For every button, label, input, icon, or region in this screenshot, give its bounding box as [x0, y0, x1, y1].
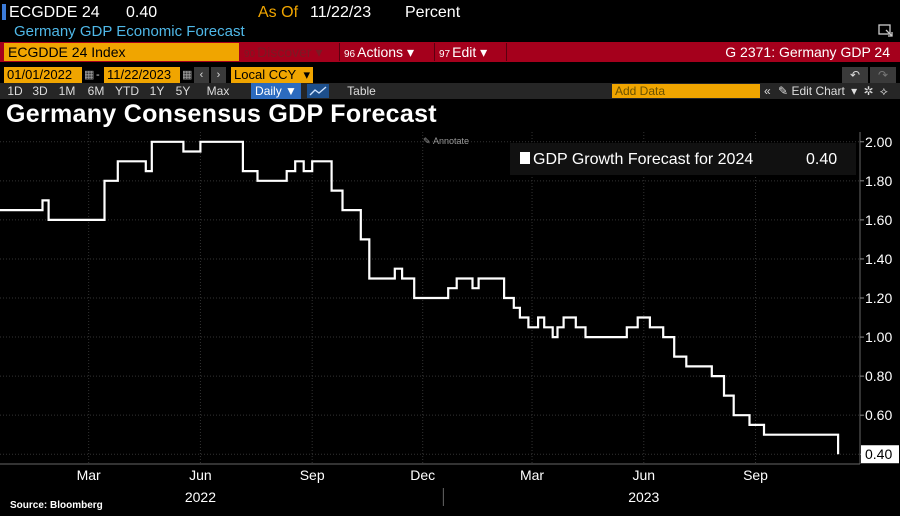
actions-label: Actions [357, 44, 404, 60]
range-3d[interactable]: 3D [32, 84, 48, 98]
x-tick-label: Jun [632, 467, 655, 483]
security-description: Germany GDP Economic Forecast [14, 23, 245, 40]
legend-series-value: 0.40 [806, 151, 837, 168]
x-tick-label: Dec [410, 467, 435, 483]
range-1d[interactable]: 1D [7, 84, 23, 98]
year-labels: 2022 2023 [185, 488, 660, 506]
dropdown-arrow-icon: ▾ [480, 44, 488, 60]
actions-key: 96 [344, 49, 356, 60]
currency-label: Local CCY [234, 67, 297, 82]
y-tick-label: 0.60 [865, 407, 892, 423]
frequency-select[interactable]: Daily ▼ [251, 83, 301, 99]
gear-icon[interactable]: ✲ [863, 84, 874, 98]
expand-icon[interactable] [878, 24, 894, 38]
security-marker [2, 4, 6, 20]
discover-label: Discover [257, 44, 312, 60]
as-of-date: 11/22/23 [310, 4, 372, 21]
discover-key: 90 [244, 49, 256, 60]
last-value-label: 0.40 [865, 446, 892, 462]
y-tick-label: 0.80 [865, 368, 892, 384]
next-arrow-icon[interactable]: › [211, 67, 226, 83]
line-chart: 0.40 0.60 0.80 1.00 1.20 1.40 1.60 1.80 2.00 Mar… [0, 132, 899, 506]
redo-icon[interactable]: ↷ [870, 67, 896, 83]
x-year-label: 2022 [185, 489, 216, 505]
security-field[interactable]: ECGDDE 24 Index [4, 43, 239, 61]
edit-pencil-icon[interactable]: ✎ [778, 84, 789, 98]
prev-arrow-icon[interactable]: ‹ [194, 67, 209, 83]
series-line [0, 140, 840, 455]
legend-swatch [520, 152, 530, 164]
chart-tools: « ✎ Edit Chart ▾ ✲ ⟡ [764, 83, 888, 99]
edit-label: Edit [452, 44, 477, 60]
legend: GDP Growth Forecast for 2024 0.40 [510, 143, 856, 175]
end-date-field[interactable]: 11/22/2023 [104, 67, 180, 83]
zoom-icon[interactable]: ⟡ [879, 84, 888, 98]
annotate-button[interactable]: ✎ Annotate [423, 136, 469, 146]
table-button[interactable]: Table [347, 84, 376, 98]
x-tick-label: Jun [189, 467, 212, 483]
currency-select[interactable]: Local CCY ▾ [231, 67, 313, 83]
edit-key: 97 [439, 49, 451, 60]
security-header: ECGDDE 24 0.40 As Of 11/22/23 Percent [0, 2, 900, 22]
y-tick-label: 1.80 [865, 173, 892, 189]
range-5y[interactable]: 5Y [175, 84, 191, 98]
y-tick-labels: 0.40 0.60 0.80 1.00 1.20 1.40 1.60 1.80 2.00 [860, 134, 892, 462]
undo-icon[interactable]: ↶ [842, 67, 868, 83]
unit-label: Percent [405, 4, 461, 21]
x-tick-label: Mar [520, 467, 544, 483]
edit-chart-button[interactable]: Edit Chart [791, 84, 845, 98]
y-tick-label: 1.40 [865, 251, 892, 267]
calendar-icon[interactable]: ▦ [84, 69, 95, 81]
y-tick-label: 2.00 [865, 134, 892, 150]
add-data-input[interactable]: Add Data [612, 84, 760, 98]
annotate-label: Annotate [433, 136, 469, 146]
range-1y[interactable]: 1Y [149, 84, 165, 98]
last-value-box [861, 445, 899, 464]
range-max[interactable]: Max [206, 84, 230, 98]
as-of-label: As Of [258, 4, 299, 21]
range-1m[interactable]: 1M [58, 84, 76, 98]
calendar-icon[interactable]: ▦ [182, 69, 193, 81]
x-year-label: 2023 [628, 489, 659, 505]
date-range-dash: - [96, 69, 100, 81]
divider [339, 43, 340, 61]
legend-box [510, 143, 856, 175]
legend-series-name: GDP Growth Forecast for 2024 [533, 151, 753, 168]
y-tick-label: 1.60 [865, 212, 892, 228]
x-tick-label: Sep [743, 467, 768, 483]
dropdown-arrow-icon: ▾ [406, 44, 414, 60]
ticker-label: ECGDDE 24 [9, 4, 100, 21]
actions-menu[interactable]: 96 Actions ▾ [344, 43, 432, 61]
y-tick-label: 1.00 [865, 329, 892, 345]
range-6m[interactable]: 6M [87, 84, 105, 98]
discover-menu[interactable]: 90 Discover ▾ [244, 43, 336, 61]
chevron-down-icon: ▾ [303, 67, 310, 82]
last-value-tag: 0.40 [861, 445, 899, 464]
last-value: 0.40 [126, 4, 158, 21]
start-date-field[interactable]: 01/01/2022 [4, 67, 82, 83]
collapse-icon[interactable]: « [764, 84, 771, 98]
chart-title: Germany Consensus GDP Forecast [6, 100, 437, 128]
x-tick-labels: Mar Jun Sep Dec Mar Jun Sep [77, 467, 769, 483]
chevron-down-icon[interactable]: ▾ [851, 84, 858, 98]
annotate-icon: ✎ [423, 136, 431, 146]
x-tick-label: Sep [300, 467, 325, 483]
x-tick-label: Mar [77, 467, 101, 483]
divider [434, 43, 435, 61]
dropdown-arrow-icon: ▾ [315, 44, 323, 60]
source-note: Source: Bloomberg [10, 500, 103, 511]
divider [506, 43, 507, 61]
edit-menu[interactable]: 97 Edit ▾ [439, 43, 503, 61]
page-title: G 2371: Germany GDP 24 [725, 44, 890, 60]
range-ytd[interactable]: YTD [115, 84, 139, 98]
line-chart-icon[interactable] [307, 84, 329, 98]
y-tick-label: 1.20 [865, 290, 892, 306]
